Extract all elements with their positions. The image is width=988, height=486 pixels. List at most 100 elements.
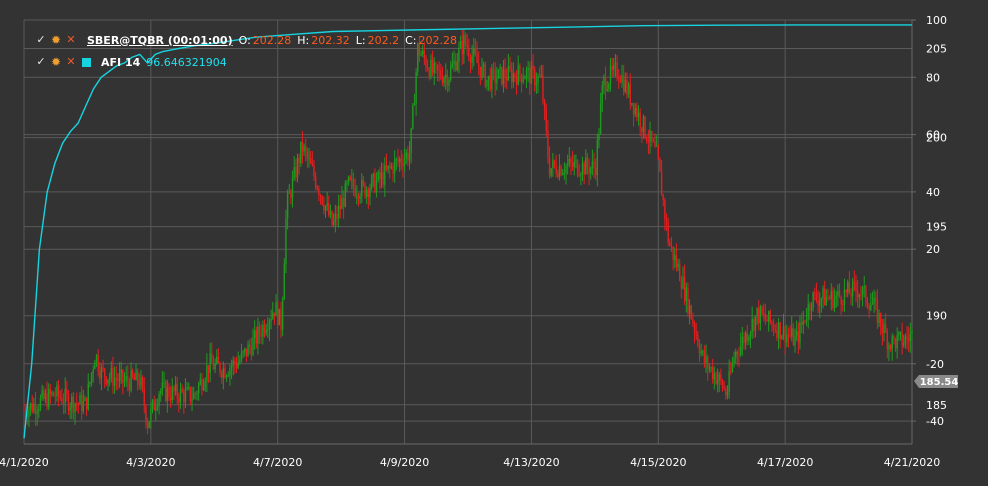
gear-icon[interactable]: ✹	[50, 33, 62, 47]
candle-body	[178, 397, 180, 403]
candle-body	[779, 322, 781, 339]
candle-body	[543, 101, 546, 109]
candle-body	[138, 382, 141, 386]
candle-body	[784, 325, 786, 343]
candle-body	[800, 322, 803, 325]
candle-body	[695, 332, 697, 335]
candle-body	[482, 64, 485, 66]
candle-body	[229, 368, 231, 376]
candle-body	[186, 387, 188, 390]
candle-body	[420, 53, 422, 56]
candle-body	[629, 84, 631, 105]
candle-body	[207, 365, 210, 373]
indicator-legend: ✓ ✹ ✕ AFI 14 96.646321904	[34, 54, 226, 70]
candle-body	[642, 116, 645, 132]
candle-body	[163, 381, 165, 383]
candle-body	[268, 321, 271, 330]
candle-body	[230, 366, 233, 369]
time-tick-label: 4/1/2020	[0, 456, 49, 469]
candle-body	[560, 166, 562, 175]
candle-body	[181, 389, 183, 393]
open-value: 202.28	[252, 33, 292, 47]
candle-body	[323, 204, 325, 211]
candle-body	[710, 367, 712, 369]
high-label: H:	[297, 33, 310, 47]
candle-body	[711, 367, 714, 380]
candle-body	[392, 166, 394, 174]
candle-body	[64, 388, 66, 404]
candle-body	[237, 362, 239, 368]
candle-body	[613, 64, 615, 70]
color-square-icon[interactable]	[82, 57, 91, 67]
candle-body	[398, 158, 401, 162]
series-symbol[interactable]: SBER@TQBR (00:01:00)	[87, 33, 233, 47]
candle-body	[413, 103, 416, 106]
candle-body	[84, 397, 86, 401]
candle-body	[451, 64, 454, 68]
gear-icon[interactable]: ✹	[50, 55, 62, 69]
candle-body	[262, 324, 264, 337]
candle-body	[476, 53, 478, 64]
candle-body	[352, 179, 355, 188]
candle-body	[848, 282, 851, 294]
candle-body	[751, 318, 753, 333]
check-icon[interactable]: ✓	[36, 33, 46, 46]
candle-body	[359, 196, 361, 199]
candle-body	[347, 176, 350, 184]
candle-body	[38, 409, 40, 412]
candle-body	[866, 302, 869, 307]
candle-body	[463, 35, 465, 55]
close-icon[interactable]: ✕	[66, 55, 76, 68]
candle-body	[580, 174, 582, 176]
candle-body	[336, 213, 338, 219]
candle-body	[102, 367, 104, 369]
candle-body	[364, 183, 366, 197]
candle-body	[130, 370, 132, 391]
candle-body	[285, 218, 287, 265]
candle-body	[679, 264, 681, 282]
candle-body	[456, 61, 458, 71]
candle-body	[214, 363, 216, 370]
candle-body	[112, 367, 114, 386]
candle-body	[188, 387, 190, 388]
candle-body	[652, 140, 655, 142]
candle-body	[769, 311, 772, 323]
candle-body	[369, 188, 371, 198]
candle-body	[24, 410, 27, 415]
candle-body	[486, 79, 488, 87]
candle-body	[349, 176, 351, 180]
candle-body	[166, 387, 169, 401]
candle-body	[227, 375, 229, 377]
candles	[23, 29, 913, 435]
time-tick-label: 4/7/2020	[253, 456, 302, 469]
candle-body	[44, 393, 47, 399]
candle-body	[662, 195, 664, 201]
candle-body	[792, 328, 795, 346]
candle-body	[501, 66, 503, 85]
candle-body	[515, 77, 518, 85]
candle-body	[43, 390, 45, 399]
check-icon[interactable]: ✓	[36, 55, 46, 68]
candle-body	[538, 76, 541, 78]
candle-body	[224, 367, 226, 378]
close-icon[interactable]: ✕	[66, 33, 76, 46]
candle-body	[273, 312, 276, 316]
candle-body	[41, 390, 43, 398]
candle-body	[512, 73, 515, 83]
candle-body	[832, 290, 834, 308]
candle-body	[733, 357, 735, 363]
candle-body	[657, 145, 659, 159]
candle-body	[863, 286, 865, 288]
indicator-tick-label: -20	[926, 358, 944, 371]
candle-body	[428, 69, 430, 78]
candle-body	[748, 336, 750, 341]
time-tick-label: 4/15/2020	[630, 456, 686, 469]
candle-body	[517, 65, 519, 85]
candle-body	[726, 392, 729, 396]
candle-body	[547, 130, 549, 158]
candle-body	[596, 140, 599, 176]
candle-body	[599, 104, 602, 134]
candle-body	[473, 48, 475, 56]
candle-body	[744, 332, 747, 343]
